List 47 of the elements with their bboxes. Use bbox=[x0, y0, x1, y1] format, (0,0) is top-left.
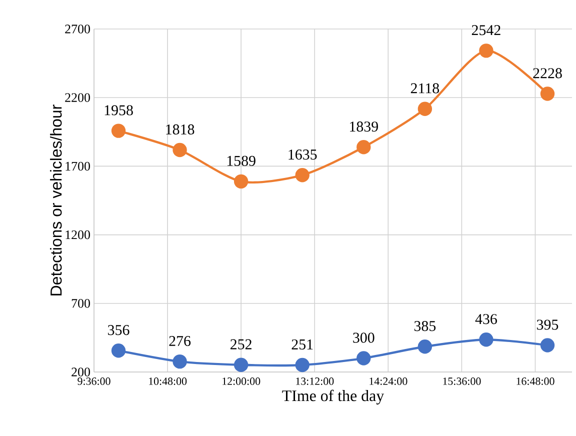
data-label: 2118 bbox=[410, 83, 440, 94]
data-label: 300 bbox=[353, 332, 374, 343]
point bbox=[479, 332, 494, 347]
data-label: 252 bbox=[230, 339, 252, 350]
data-label: 2542 bbox=[472, 25, 500, 36]
data-label: 395 bbox=[537, 320, 558, 330]
x-tick-label: 16:48:00 bbox=[516, 378, 554, 385]
point bbox=[418, 102, 432, 116]
x-tick-label: 15:36:00 bbox=[443, 378, 481, 385]
x-tick-label: 14:24:00 bbox=[370, 378, 408, 385]
y-axis-title: Detections or vehicles/hour bbox=[50, 104, 62, 296]
y-tick-label: 1700 bbox=[66, 162, 90, 171]
point bbox=[540, 338, 555, 352]
point bbox=[295, 358, 310, 372]
x-tick-label: 9:36:00 bbox=[78, 378, 110, 385]
point bbox=[234, 358, 248, 372]
point bbox=[111, 124, 126, 138]
data-label: 356 bbox=[108, 325, 130, 336]
y-tick-label: 1200 bbox=[66, 230, 90, 240]
data-label: 1589 bbox=[227, 156, 256, 166]
data-label: 251 bbox=[292, 339, 313, 350]
point bbox=[540, 86, 555, 101]
y-tick-label: 2200 bbox=[65, 93, 90, 102]
point bbox=[234, 174, 248, 189]
point bbox=[172, 354, 187, 369]
data-label: 1635 bbox=[288, 150, 317, 160]
point bbox=[172, 142, 187, 158]
x-tick-label: 13:12:00 bbox=[296, 378, 334, 385]
y-tick-label: 700 bbox=[72, 299, 90, 308]
data-label: 2228 bbox=[533, 68, 562, 78]
data-label: 385 bbox=[414, 321, 436, 332]
data-label: 1839 bbox=[350, 122, 378, 132]
data-label: 436 bbox=[475, 314, 497, 324]
data-label: 1818 bbox=[166, 124, 194, 134]
y-tick-label: 2700 bbox=[65, 24, 90, 34]
point bbox=[356, 351, 371, 366]
point bbox=[418, 340, 432, 354]
point bbox=[295, 168, 310, 182]
x-tick-label: 10:48:00 bbox=[149, 378, 187, 385]
data-label: 1958 bbox=[104, 105, 133, 116]
point bbox=[111, 344, 126, 358]
y-tick-label: 200 bbox=[72, 368, 90, 376]
point bbox=[356, 140, 371, 154]
x-tick-label: 12:00:00 bbox=[222, 378, 260, 385]
data-label: 276 bbox=[169, 336, 191, 346]
point bbox=[479, 44, 494, 58]
x-axis-title: TIme of the day bbox=[282, 390, 384, 404]
